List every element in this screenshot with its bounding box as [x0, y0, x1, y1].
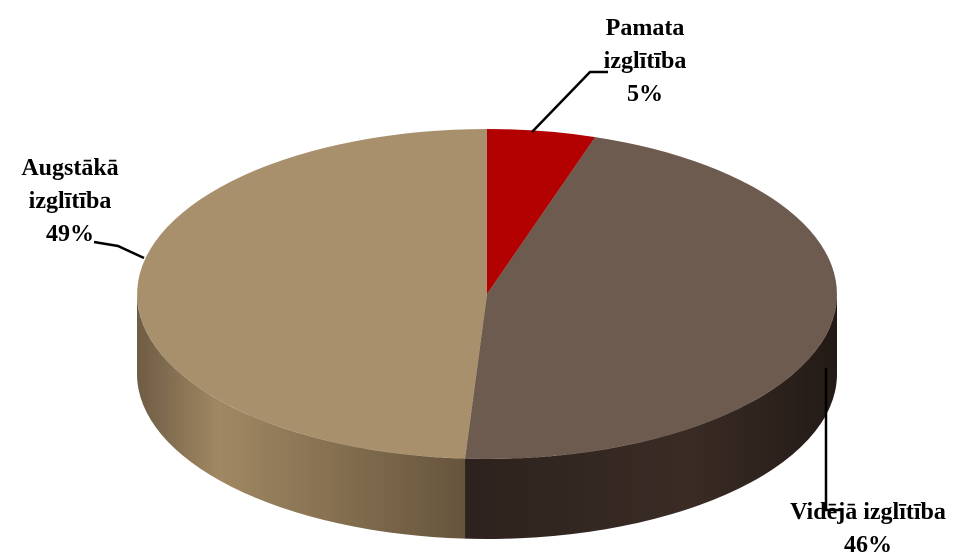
pie-sides [137, 294, 837, 539]
label-1-line-1: 46% [844, 532, 892, 552]
label-2-line-2: 49% [46, 221, 94, 247]
label-2-line-0: Augstākā [21, 155, 118, 181]
pie-slice-2 [137, 129, 488, 459]
pie-tops [137, 129, 837, 459]
slice-label-0: Pamata izglītība 5% [531, 15, 687, 133]
label-0-line-1: izglītība [604, 48, 687, 74]
pie-slice-side-2 [137, 294, 466, 539]
label-1-line-0: Vidējā izglītība [790, 499, 946, 525]
pie-slice-side-1 [465, 294, 837, 539]
leader-line-2 [93, 240, 145, 260]
pie-slice-1 [465, 137, 837, 459]
slice-label-1: Vidējā izglītība 46% [790, 368, 946, 552]
slice-label-2: Augstākā izglītība 49% [21, 155, 145, 260]
leader-line-0 [531, 70, 608, 133]
label-2-line-1: izglītība [29, 188, 112, 214]
label-0-line-2: 5% [627, 81, 663, 107]
pie-slice-0 [487, 129, 596, 294]
leader-line-1 [824, 368, 842, 512]
label-0-line-0: Pamata [606, 15, 685, 41]
